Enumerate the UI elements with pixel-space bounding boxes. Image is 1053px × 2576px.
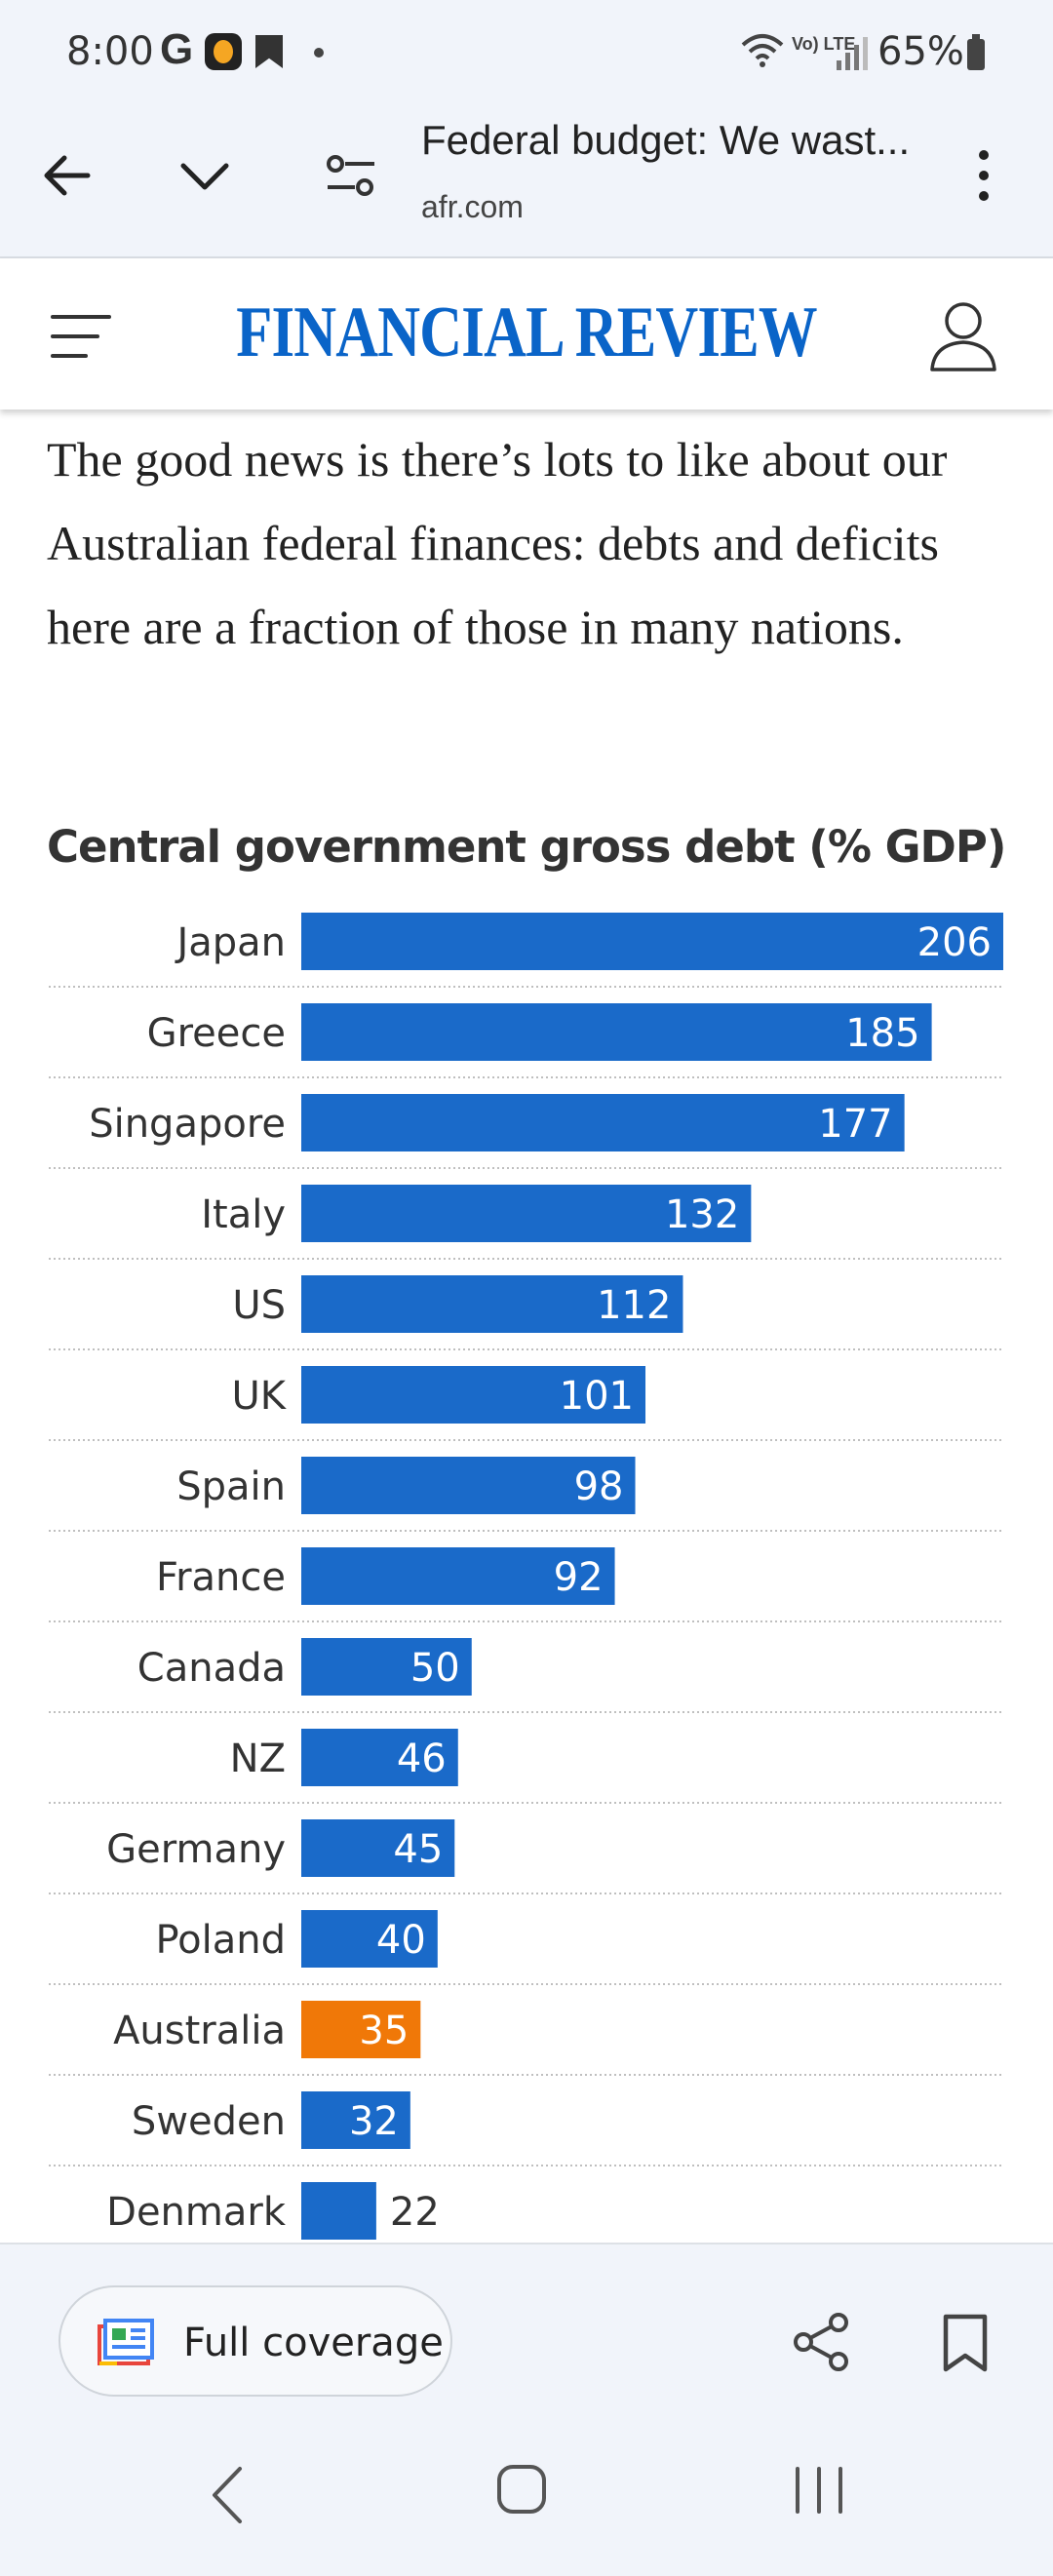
- bar-germany: [301, 1819, 455, 1877]
- debt-bar-chart: Japan 206 Greece 185 Singapore 177 Italy 132 US 1…: [49, 913, 1004, 2240]
- category-label: Denmark: [106, 2190, 287, 2235]
- battery-icon: [967, 34, 985, 70]
- category-label: UK: [231, 1374, 287, 1419]
- site-settings-icon[interactable]: [322, 146, 380, 205]
- category-label: Greece: [147, 1011, 286, 1056]
- category-label: Japan: [174, 920, 286, 965]
- signal-icon: [835, 35, 870, 70]
- bar-denmark: [301, 2182, 376, 2240]
- category-label: Canada: [137, 1646, 286, 1691]
- value-label: 185: [845, 1011, 919, 1056]
- bar-spain: [301, 1457, 636, 1514]
- category-label: Singapore: [89, 1102, 286, 1147]
- site-header: FINANCIAL REVIEW: [0, 258, 1053, 410]
- battery-level: 65%: [878, 29, 964, 74]
- system-back-icon[interactable]: [201, 2461, 259, 2529]
- app-notification-icon: [205, 33, 242, 70]
- value-label: 40: [376, 1918, 426, 1963]
- article-paragraph: The good news is there’s lots to like ab…: [47, 432, 948, 654]
- category-label: Sweden: [132, 2099, 286, 2144]
- category-label: US: [232, 1283, 286, 1328]
- bar-japan: [301, 913, 1003, 970]
- site-logo[interactable]: FINANCIAL REVIEW: [236, 293, 817, 372]
- bottom-bar: Full coverage: [0, 2243, 1053, 2576]
- bookmark-icon[interactable]: [940, 2313, 991, 2375]
- category-label: Poland: [155, 1918, 286, 1963]
- share-icon[interactable]: [790, 2311, 852, 2373]
- system-home-icon[interactable]: [495, 2463, 550, 2517]
- value-label: 132: [665, 1192, 739, 1237]
- system-recent-apps-icon[interactable]: [790, 2463, 848, 2521]
- google-icon: G: [160, 25, 194, 73]
- bar-france: [301, 1547, 615, 1605]
- value-label: 45: [393, 1827, 443, 1872]
- page-title[interactable]: Federal budget: We wast...: [421, 117, 911, 163]
- bar-us: [301, 1275, 683, 1333]
- page-domain[interactable]: afr.com: [421, 189, 524, 224]
- bar-nz: [301, 1729, 458, 1786]
- wifi-icon: [741, 31, 784, 79]
- chevron-down-icon[interactable]: [176, 146, 234, 205]
- category-label: Australia: [113, 2009, 286, 2053]
- bar-singapore: [301, 1094, 905, 1151]
- category-label: Spain: [176, 1464, 286, 1509]
- value-label: 22: [390, 2190, 440, 2235]
- volte-icon: Vo) LTE: [792, 34, 856, 54]
- more-notifications-dot-icon: [314, 48, 324, 58]
- category-label: NZ: [230, 1737, 286, 1781]
- value-label: 98: [574, 1464, 624, 1509]
- category-label: Italy: [201, 1192, 286, 1237]
- full-coverage-button[interactable]: Full coverage: [58, 2285, 452, 2397]
- category-label: France: [156, 1555, 286, 1600]
- bar-greece: [301, 1003, 932, 1061]
- full-coverage-label: Full coverage: [183, 2321, 444, 2365]
- bar-uk: [301, 1366, 646, 1424]
- user-account-icon[interactable]: [928, 297, 998, 373]
- more-options-icon[interactable]: [963, 146, 1002, 205]
- status-time: 8:00: [66, 29, 154, 74]
- value-label: 206: [917, 920, 992, 965]
- value-label: 92: [554, 1555, 604, 1600]
- value-label: 46: [397, 1737, 447, 1781]
- chart-title: Central government gross debt (% GDP): [47, 821, 1006, 873]
- full-coverage-icon: [98, 2319, 154, 2365]
- category-label: Germany: [106, 1827, 286, 1872]
- value-label: 35: [359, 2009, 409, 2053]
- value-label: 112: [597, 1283, 671, 1328]
- bar-canada: [301, 1638, 472, 1696]
- value-label: 50: [410, 1646, 460, 1691]
- value-label: 32: [349, 2099, 399, 2144]
- status-bar: 8:00 G Vo) LTE 65%: [0, 0, 1053, 107]
- hamburger-menu-icon[interactable]: [51, 311, 111, 362]
- bar-sweden: [301, 2091, 410, 2149]
- bookmark-notification-icon: [255, 35, 283, 68]
- bar-italy: [301, 1185, 752, 1242]
- value-label: 101: [560, 1374, 634, 1419]
- bar-poland: [301, 1910, 438, 1968]
- value-label: 177: [818, 1102, 892, 1147]
- bar-australia: [301, 2001, 421, 2058]
- back-arrow-icon[interactable]: [39, 146, 98, 205]
- browser-toolbar: Federal budget: We wast... afr.com: [0, 107, 1053, 258]
